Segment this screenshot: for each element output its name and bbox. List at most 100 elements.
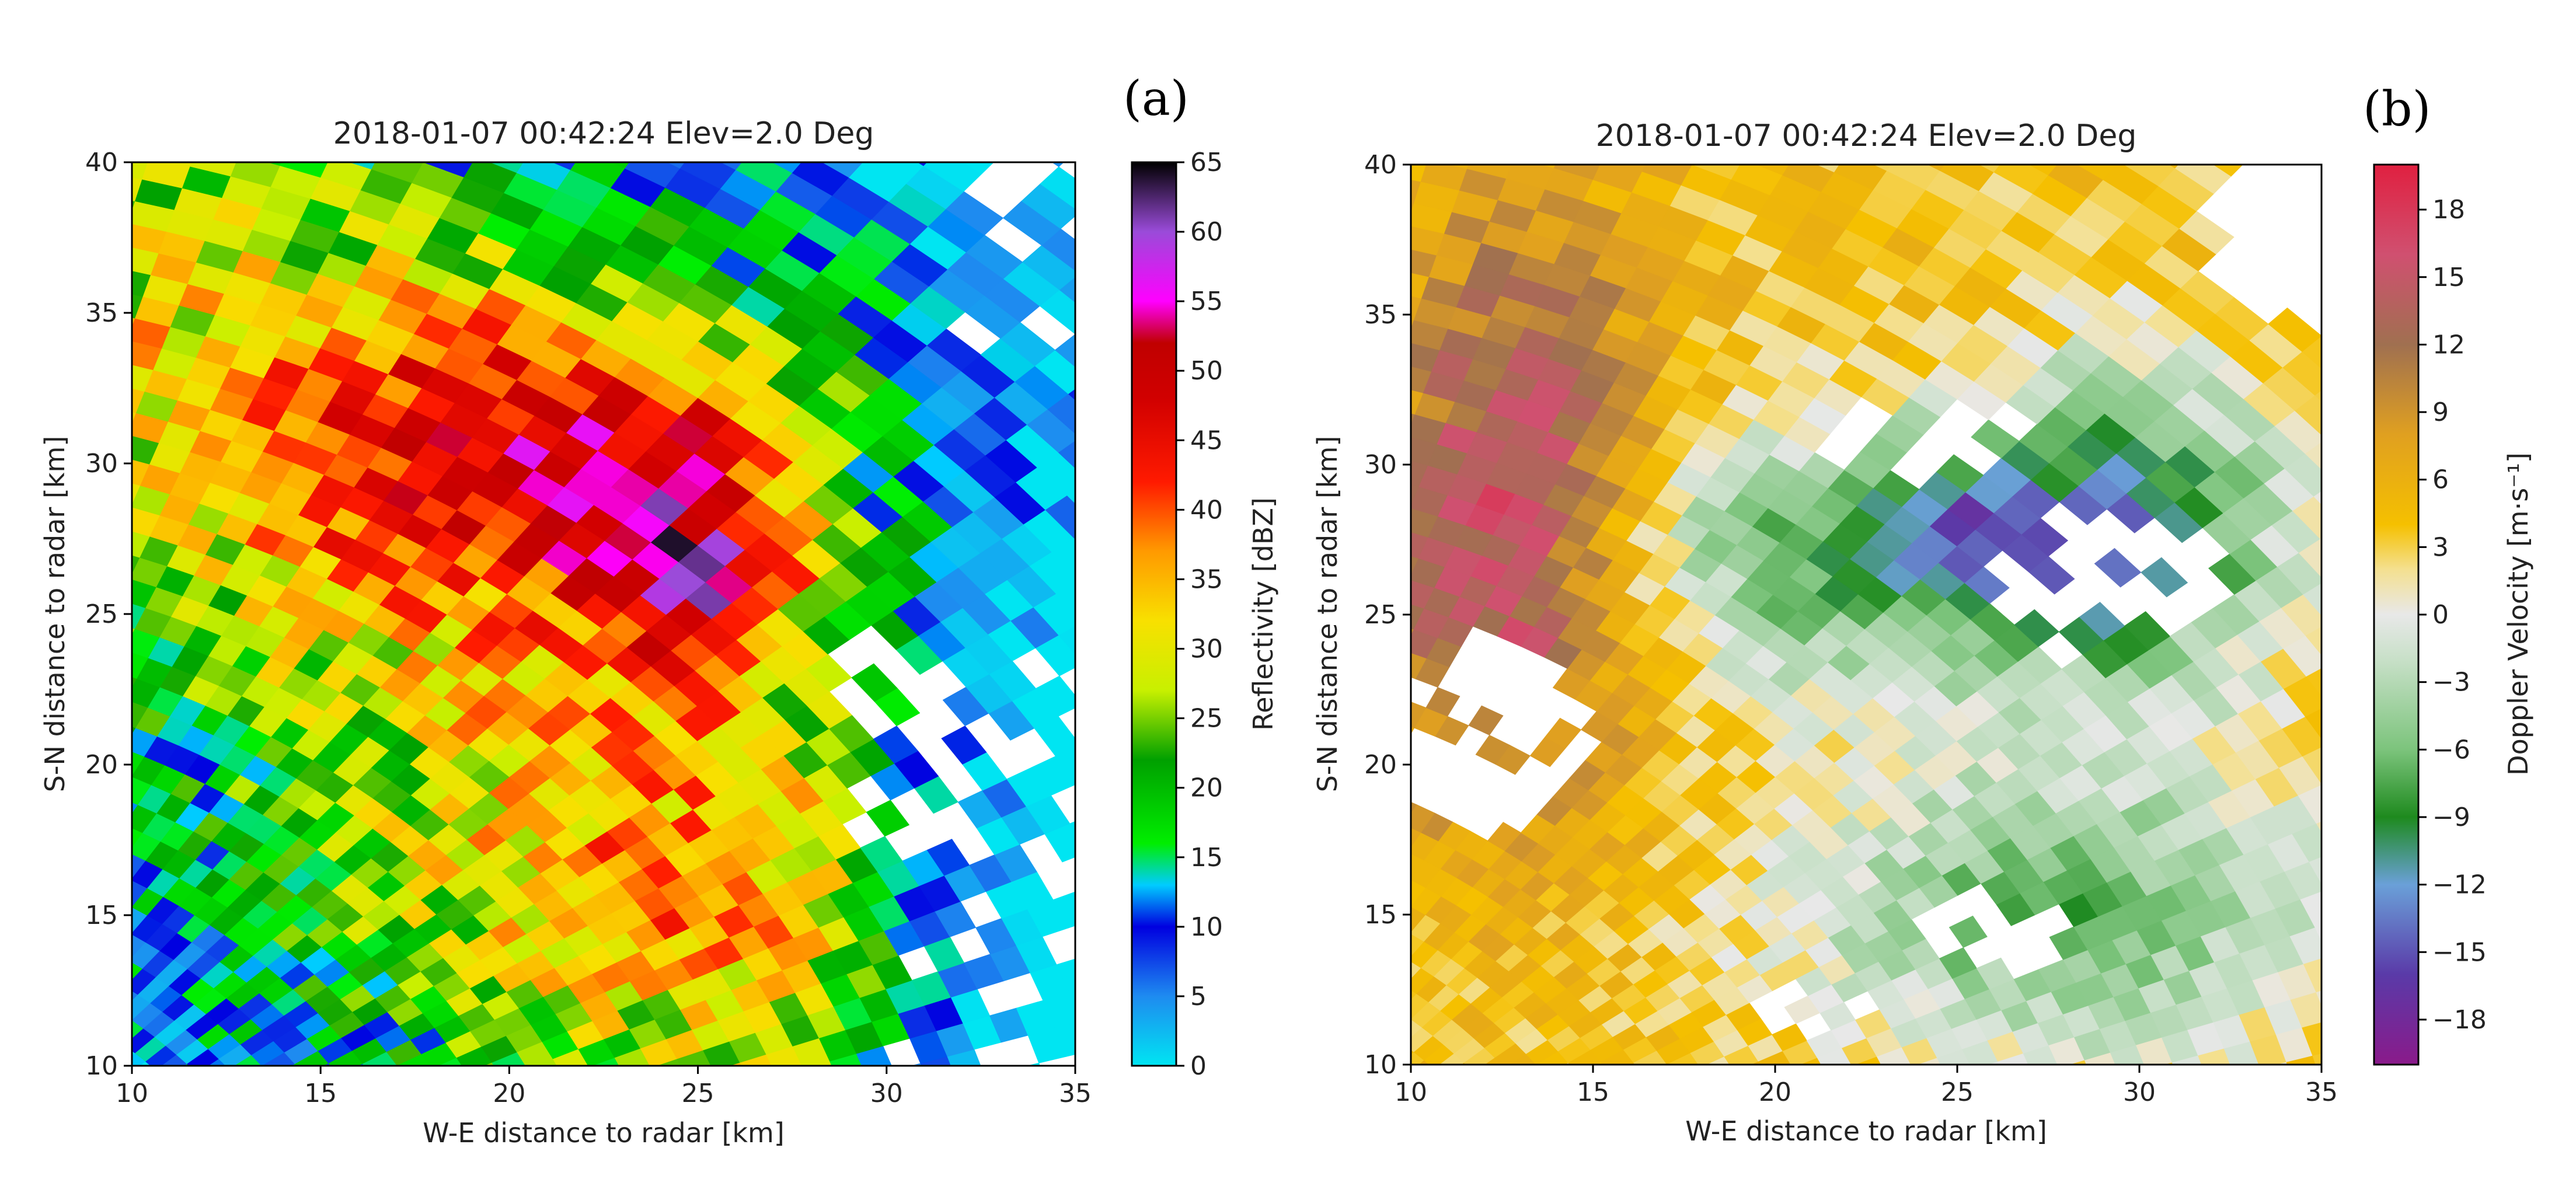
heatmap-cell <box>69 259 113 288</box>
heatmap-cell <box>100 872 131 899</box>
heatmap-cell <box>132 177 142 201</box>
heatmap-cell <box>772 162 801 173</box>
heatmap-cell <box>2014 609 2059 647</box>
heatmap-cell <box>1079 423 1132 466</box>
heatmap-cell <box>776 1069 813 1098</box>
heatmap-cell <box>75 810 106 837</box>
heatmap-cell <box>1093 1044 1131 1079</box>
heatmap-cell <box>132 652 149 679</box>
heatmap-cell <box>1756 165 1789 176</box>
heatmap-cell <box>2079 602 2125 641</box>
heatmap-cell <box>132 411 137 424</box>
heatmap-cell <box>1411 295 1422 320</box>
heatmap-cell <box>2094 547 2142 588</box>
heatmap-cell <box>132 507 161 537</box>
heatmap-cell <box>1411 726 1415 735</box>
heatmap-cell <box>2320 538 2321 541</box>
heatmap-cell <box>451 1089 486 1114</box>
colorbar-tick-label: 5 <box>1190 982 1207 1011</box>
colorbar-tick-label: 65 <box>1190 148 1223 177</box>
heatmap-cell <box>1411 604 1424 630</box>
panel-b-y-label: S-N distance to radar [km] <box>1312 436 1343 793</box>
heatmap-cell <box>2303 958 2321 993</box>
heatmap-cell <box>132 247 159 275</box>
heatmap-cell <box>99 953 129 979</box>
x-tick-label: 10 <box>116 1079 148 1108</box>
heatmap-cell <box>1411 989 1417 1000</box>
heatmap-cell <box>1492 1078 1523 1101</box>
colorbar-tick-label: 55 <box>1190 287 1223 316</box>
panel-a-colorbar-ticks: 0 5 10 15 20 25 30 35 40 45 50 55 60 65 <box>1176 148 1223 1081</box>
heatmap-cell <box>1653 1078 1686 1103</box>
heatmap-cell <box>1420 165 1467 191</box>
heatmap-cell <box>85 332 127 361</box>
heatmap-cell <box>2047 165 2104 198</box>
heatmap-cell <box>175 1073 207 1097</box>
heatmap-cell <box>102 1012 131 1037</box>
heatmap-cell <box>95 979 125 1004</box>
heatmap-cell <box>1360 996 1388 1021</box>
heatmap-cell <box>156 114 205 145</box>
heatmap-cell <box>1462 1082 1492 1105</box>
heatmap-cell <box>411 162 464 198</box>
heatmap-cell <box>132 554 140 574</box>
heatmap-cell <box>1055 582 1075 615</box>
heatmap-cell <box>132 853 146 879</box>
colorbar-tick-label: 15 <box>2432 263 2465 292</box>
heatmap-cell <box>728 1062 742 1066</box>
heatmap-cell <box>2334 842 2375 881</box>
heatmap-cell <box>1374 571 1409 600</box>
heatmap-cell <box>348 1077 382 1101</box>
heatmap-cell <box>1054 334 1075 368</box>
heatmap-cell <box>2302 582 2321 616</box>
heatmap-cell <box>89 642 124 671</box>
heatmap-cell <box>279 162 328 178</box>
heatmap-cell <box>537 1076 573 1103</box>
panel-a-letter: (a) <box>1123 71 1189 127</box>
heatmap-cell <box>1365 521 1401 550</box>
x-tick-label: 15 <box>304 1079 337 1108</box>
colorbar-tick-label: 10 <box>1190 912 1223 942</box>
heatmap-cell <box>2305 441 2321 470</box>
heatmap-cell <box>1782 165 1835 193</box>
heatmap-cell <box>917 162 928 166</box>
heatmap-cell <box>1382 1011 1410 1036</box>
y-tick-label: 35 <box>85 298 118 328</box>
x-tick-label: 25 <box>1941 1077 1974 1107</box>
heatmap-cell <box>1080 733 1125 773</box>
heatmap-cell <box>97 845 128 872</box>
heatmap-cell <box>1079 881 1121 919</box>
y-tick-label: 15 <box>85 901 118 930</box>
heatmap-cell <box>76 238 120 267</box>
colorbar-tick-label: 30 <box>1190 634 1223 664</box>
heatmap-cell <box>85 945 115 971</box>
heatmap-cell <box>1802 1075 1836 1101</box>
heatmap-cell <box>2314 925 2321 941</box>
heatmap-cell <box>563 1067 599 1094</box>
panel-a: 2018-01-07 00:42:24 Elev=2.0 Deg 10 15 20 2… <box>39 114 1279 1149</box>
heatmap-cell <box>489 162 524 173</box>
heatmap-cell <box>78 997 107 1022</box>
heatmap-cell <box>1886 165 1940 190</box>
heatmap-cell <box>132 603 146 629</box>
heatmap-cell <box>1096 978 1135 1014</box>
heatmap-cell <box>1411 853 1425 878</box>
heatmap-cell <box>1948 915 1988 948</box>
heatmap-cell <box>132 751 145 776</box>
heatmap-cell <box>2174 165 2232 194</box>
heatmap-cell <box>132 990 138 1001</box>
heatmap-cell <box>1641 165 1692 186</box>
heatmap-cell <box>2152 107 2209 151</box>
x-tick-label: 20 <box>1759 1077 1791 1107</box>
heatmap-cell <box>371 162 424 183</box>
heatmap-cell <box>870 162 924 184</box>
heatmap-cell <box>1363 970 1392 996</box>
heatmap-cell <box>1068 388 1075 400</box>
heatmap-cell <box>1371 1003 1399 1028</box>
heatmap-cell <box>1873 165 1891 171</box>
heatmap-cell <box>2268 307 2321 352</box>
heatmap-cell <box>1352 378 1391 407</box>
heatmap-cell <box>1075 319 1131 364</box>
heatmap-cell <box>1411 702 1427 728</box>
heatmap-cell <box>84 1030 113 1054</box>
